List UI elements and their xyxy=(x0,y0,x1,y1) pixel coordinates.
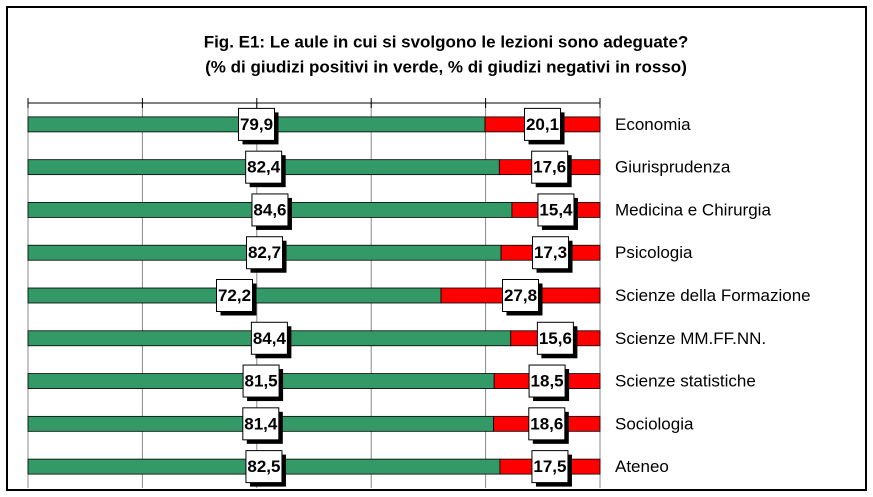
value-label: 79,9 xyxy=(240,115,273,134)
category-label: Psicologia xyxy=(615,243,693,262)
value-label: 81,5 xyxy=(245,372,278,391)
value-label: 17,3 xyxy=(534,243,567,262)
category-label: Giurisprudenza xyxy=(615,158,731,177)
category-label: Medicina e Chirurgia xyxy=(615,200,771,219)
value-label: 81,4 xyxy=(244,414,278,433)
chart-subtitle: (% di giudizi positivi in verde, % di gi… xyxy=(205,57,687,76)
label-box xyxy=(242,407,280,441)
value-label: 17,6 xyxy=(533,158,566,177)
category-label: Sociologia xyxy=(615,414,694,433)
value-label: 18,6 xyxy=(530,414,563,433)
value-label: 82,7 xyxy=(248,243,281,262)
value-label: 82,5 xyxy=(247,457,280,476)
value-label: 82,4 xyxy=(247,158,281,177)
value-label: 72,2 xyxy=(218,286,251,305)
label-box xyxy=(251,193,289,227)
category-label: Scienze della Formazione xyxy=(615,286,811,305)
category-label: Scienze MM.FF.NN. xyxy=(615,329,766,348)
label-box xyxy=(501,279,539,312)
value-label: 18,5 xyxy=(531,372,564,391)
label-box xyxy=(528,364,566,398)
label-box xyxy=(245,150,283,184)
value-label: 84,6 xyxy=(253,200,286,219)
label-box xyxy=(532,236,570,270)
label-box xyxy=(537,193,575,227)
value-label: 17,5 xyxy=(533,457,566,476)
label-box xyxy=(215,279,253,312)
value-label: 15,6 xyxy=(539,329,572,348)
label-box xyxy=(536,321,574,355)
value-label: 84,4 xyxy=(253,329,287,348)
label-box xyxy=(238,107,276,141)
label-box xyxy=(531,450,569,484)
label-box xyxy=(250,321,288,355)
label-box xyxy=(245,450,283,484)
value-label: 27,8 xyxy=(504,286,537,305)
label-box xyxy=(531,150,569,184)
category-label: Ateneo xyxy=(615,457,669,476)
value-label: 20,1 xyxy=(526,115,559,134)
category-label: Scienze statistiche xyxy=(615,372,756,391)
label-box xyxy=(246,236,284,270)
label-box xyxy=(524,107,562,141)
category-label: Economia xyxy=(615,115,691,134)
label-box xyxy=(528,407,566,441)
chart-title: Fig. E1: Le aule in cui si svolgono le l… xyxy=(204,32,689,51)
value-label: 15,4 xyxy=(539,200,573,219)
label-box xyxy=(242,364,280,398)
